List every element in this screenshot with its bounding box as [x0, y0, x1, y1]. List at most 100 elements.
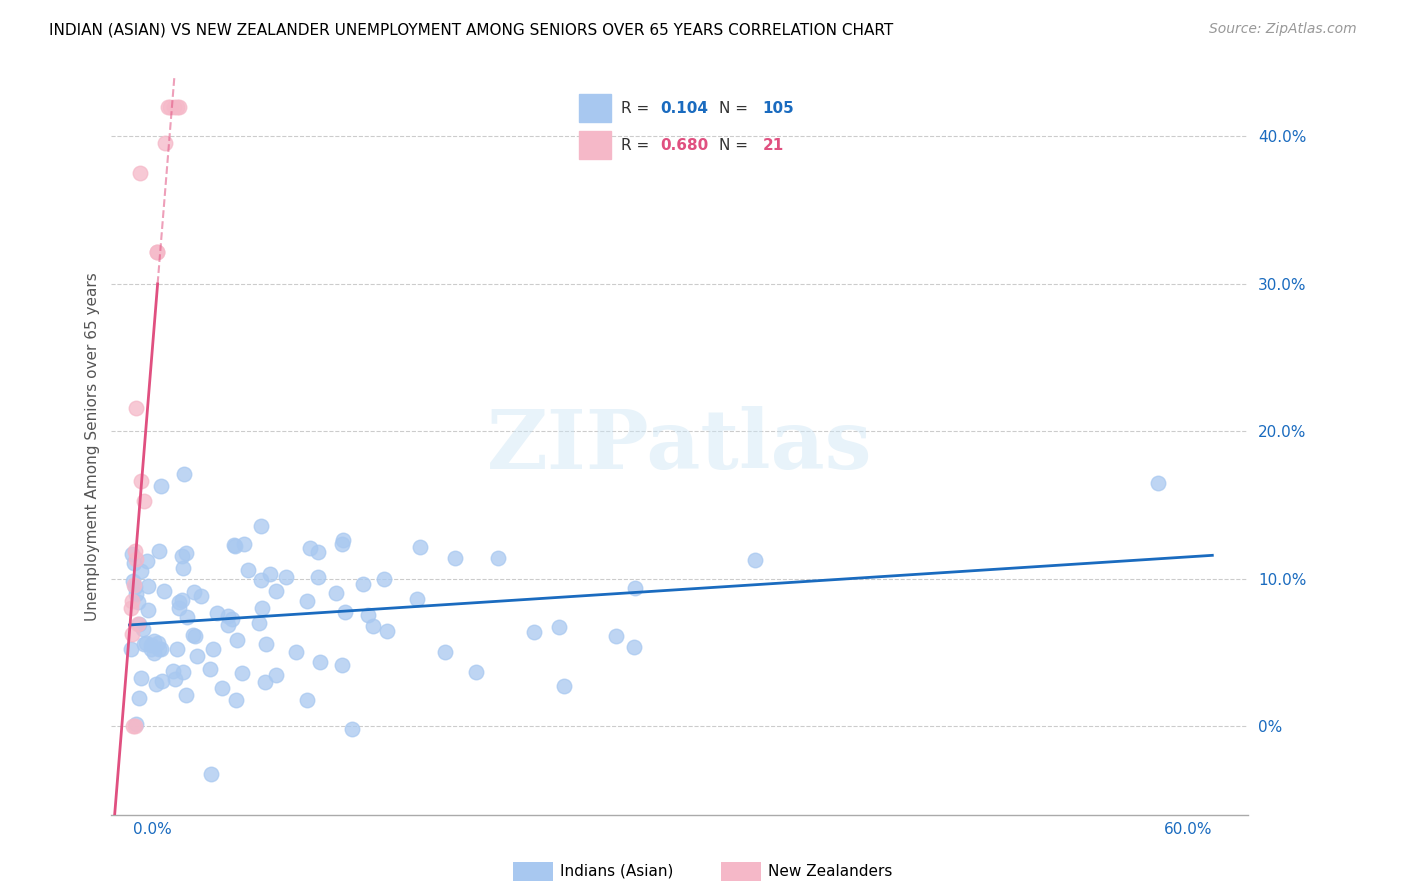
- Point: [173, 467, 195, 481]
- Point: [176, 610, 198, 624]
- Point: [129, 474, 152, 488]
- Text: 60.0%: 60.0%: [1164, 822, 1212, 838]
- Point: [153, 583, 176, 598]
- Point: [254, 637, 277, 651]
- Point: [352, 577, 374, 591]
- Point: [224, 539, 246, 553]
- Point: [146, 245, 169, 260]
- Point: [377, 624, 399, 638]
- Point: [332, 533, 354, 548]
- Point: [136, 579, 159, 593]
- Point: [159, 100, 181, 114]
- Point: [141, 639, 163, 653]
- Text: Indians (Asian): Indians (Asian): [560, 864, 673, 879]
- Point: [121, 627, 143, 641]
- Point: [120, 600, 142, 615]
- Point: [190, 589, 212, 603]
- Point: [148, 543, 170, 558]
- Point: [553, 679, 575, 693]
- Point: [221, 612, 243, 626]
- Point: [141, 642, 163, 657]
- Point: [298, 541, 321, 555]
- Point: [150, 479, 173, 493]
- Point: [284, 645, 307, 659]
- Point: [217, 609, 239, 624]
- Point: [134, 494, 156, 508]
- Point: [121, 547, 143, 561]
- Point: [198, 662, 221, 676]
- Point: [333, 605, 356, 619]
- Point: [174, 546, 197, 560]
- Point: [1147, 476, 1170, 491]
- Point: [172, 665, 194, 679]
- Point: [148, 636, 170, 650]
- Point: [125, 587, 148, 601]
- Point: [124, 544, 146, 558]
- Point: [200, 767, 222, 781]
- Text: New Zealanders: New Zealanders: [768, 864, 891, 879]
- Point: [127, 595, 149, 609]
- Point: [166, 100, 188, 114]
- Point: [148, 642, 170, 657]
- Point: [162, 665, 184, 679]
- Point: [146, 245, 169, 260]
- Point: [124, 578, 146, 592]
- Point: [170, 549, 193, 563]
- Point: [332, 537, 354, 551]
- Point: [149, 642, 172, 657]
- Y-axis label: Unemployment Among Seniors over 65 years: Unemployment Among Seniors over 65 years: [86, 272, 100, 621]
- Point: [225, 632, 247, 647]
- Text: INDIAN (ASIAN) VS NEW ZEALANDER UNEMPLOYMENT AMONG SENIORS OVER 65 YEARS CORRELA: INDIAN (ASIAN) VS NEW ZEALANDER UNEMPLOY…: [49, 22, 893, 37]
- Point: [121, 593, 143, 607]
- Point: [250, 600, 273, 615]
- Point: [169, 595, 191, 609]
- Point: [181, 628, 204, 642]
- Point: [247, 616, 270, 631]
- Point: [486, 550, 509, 565]
- Point: [363, 619, 385, 633]
- Point: [129, 166, 152, 180]
- Point: [295, 692, 318, 706]
- Point: [145, 677, 167, 691]
- Point: [605, 629, 627, 643]
- Point: [202, 641, 225, 656]
- Point: [433, 645, 456, 659]
- Point: [264, 583, 287, 598]
- Point: [120, 641, 142, 656]
- Point: [127, 617, 149, 632]
- Point: [156, 100, 179, 114]
- Point: [523, 624, 546, 639]
- Point: [125, 401, 148, 416]
- Point: [232, 537, 254, 551]
- Point: [238, 563, 260, 577]
- Point: [165, 672, 187, 686]
- Point: [276, 570, 298, 584]
- Point: [136, 554, 159, 568]
- Point: [128, 617, 150, 632]
- Point: [186, 649, 208, 664]
- Point: [135, 636, 157, 650]
- Point: [172, 561, 194, 575]
- Point: [167, 601, 190, 615]
- Point: [225, 693, 247, 707]
- Point: [547, 620, 569, 634]
- Point: [409, 540, 432, 554]
- Point: [150, 674, 173, 689]
- Point: [231, 665, 253, 680]
- Point: [357, 607, 380, 622]
- Text: Source: ZipAtlas.com: Source: ZipAtlas.com: [1209, 22, 1357, 37]
- Point: [122, 556, 145, 570]
- Point: [136, 603, 159, 617]
- Point: [443, 550, 465, 565]
- Point: [325, 586, 347, 600]
- Point: [129, 672, 152, 686]
- Point: [259, 566, 281, 581]
- Point: [134, 637, 156, 651]
- Text: 0.0%: 0.0%: [134, 822, 172, 838]
- Point: [122, 719, 145, 733]
- Point: [307, 544, 329, 558]
- Point: [250, 519, 273, 533]
- Point: [129, 565, 152, 579]
- Point: [167, 100, 190, 114]
- Point: [184, 629, 207, 643]
